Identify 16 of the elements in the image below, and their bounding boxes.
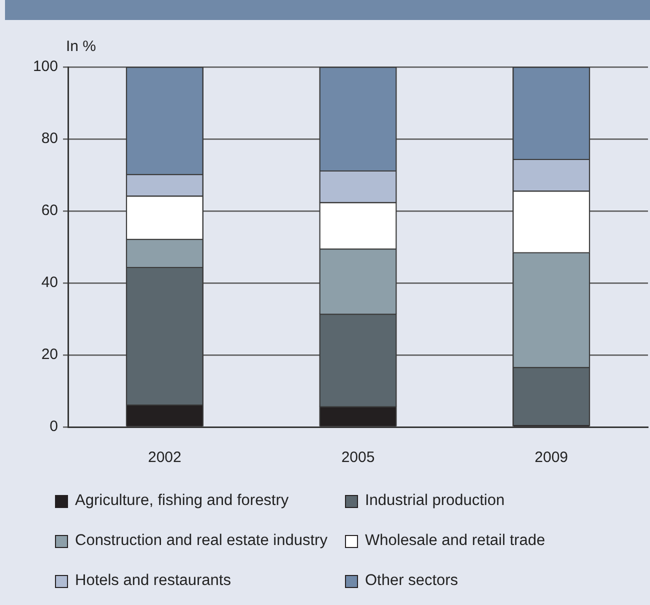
x-tick-label: 2009 (534, 449, 568, 466)
legend-label: Hotels and restaurants (75, 572, 231, 590)
y-axis-title: In % (66, 38, 96, 55)
y-tick-label: 20 (41, 346, 58, 364)
y-tick-label: 100 (32, 58, 58, 76)
y-tick-label: 0 (50, 418, 58, 436)
legend-label: Other sectors (365, 572, 458, 590)
y-tick-label: 80 (41, 130, 58, 148)
x-tick-label: 2002 (148, 449, 182, 466)
x-tick-label: 2005 (341, 449, 375, 466)
legend-label: Construction and real estate industry (75, 532, 328, 550)
legend-label: Agriculture, fishing and forestry (75, 492, 289, 510)
y-tick-label: 40 (41, 274, 58, 292)
legend-label: Wholesale and retail trade (365, 532, 546, 550)
legend-label: Industrial production (365, 492, 505, 510)
y-tick-label: 60 (41, 202, 58, 220)
